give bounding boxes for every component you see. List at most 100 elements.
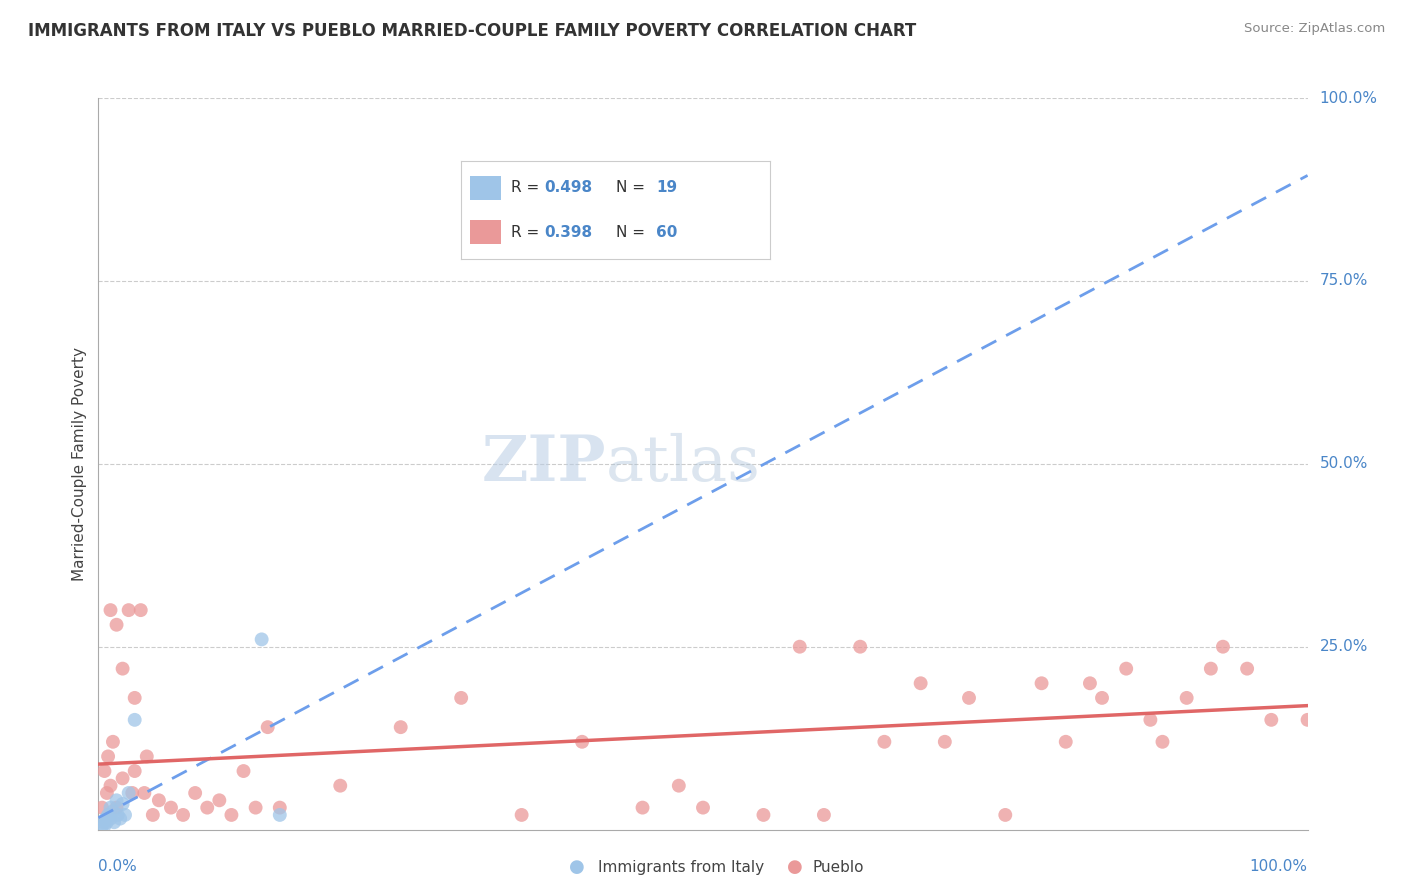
Point: [994, 808, 1017, 822]
Text: 100.0%: 100.0%: [1320, 91, 1378, 105]
Point: [124, 690, 146, 705]
Point: [118, 603, 141, 617]
Point: [450, 690, 472, 705]
Point: [221, 808, 243, 822]
Text: Pueblo: Pueblo: [813, 860, 865, 874]
Point: [1115, 662, 1137, 676]
Text: 25.0%: 25.0%: [1320, 640, 1368, 654]
Point: [510, 808, 533, 822]
Point: [100, 603, 122, 617]
Text: R =: R =: [510, 180, 544, 195]
Point: [1152, 735, 1174, 749]
Point: [752, 808, 775, 822]
Point: [94, 812, 117, 826]
Point: [631, 800, 654, 814]
Point: [118, 786, 141, 800]
Text: 60: 60: [657, 225, 678, 240]
FancyBboxPatch shape: [471, 219, 502, 244]
Text: 0.498: 0.498: [544, 180, 593, 195]
Text: N =: N =: [616, 180, 650, 195]
Point: [93, 819, 115, 833]
Point: [114, 808, 136, 822]
Point: [96, 786, 118, 800]
Text: ZIP: ZIP: [482, 434, 606, 494]
Point: [1199, 662, 1222, 676]
Point: [108, 812, 131, 826]
Text: Source: ZipAtlas.com: Source: ZipAtlas.com: [1244, 22, 1385, 36]
Point: [111, 662, 134, 676]
Point: [97, 749, 120, 764]
Y-axis label: Married-Couple Family Poverty: Married-Couple Family Poverty: [72, 347, 87, 581]
Point: [1212, 640, 1234, 654]
Point: [142, 808, 165, 822]
Point: [91, 815, 114, 830]
Text: 75.0%: 75.0%: [1320, 274, 1368, 288]
Point: [1091, 690, 1114, 705]
Point: [957, 690, 980, 705]
Text: Immigrants from Italy: Immigrants from Italy: [598, 860, 763, 874]
Point: [100, 779, 122, 793]
Point: [910, 676, 932, 690]
Point: [103, 815, 125, 830]
Text: atlas: atlas: [606, 434, 761, 494]
Point: [849, 640, 872, 654]
Point: [245, 800, 267, 814]
Point: [1054, 735, 1077, 749]
Point: [105, 800, 128, 814]
Point: [250, 632, 273, 647]
Point: [105, 617, 128, 632]
Point: [148, 793, 170, 807]
Point: [668, 779, 690, 793]
Text: 0.398: 0.398: [544, 225, 593, 240]
Point: [1031, 676, 1053, 690]
Point: [107, 808, 129, 822]
Point: [91, 819, 114, 833]
Point: [135, 749, 157, 764]
Point: [105, 793, 128, 807]
Text: 100.0%: 100.0%: [1250, 859, 1308, 874]
Point: [389, 720, 412, 734]
Point: [97, 808, 120, 822]
Point: [1260, 713, 1282, 727]
Point: [111, 797, 134, 811]
Point: [124, 713, 146, 727]
Point: [571, 735, 593, 749]
Point: [91, 800, 114, 814]
Point: [184, 786, 207, 800]
Point: [101, 735, 124, 749]
Text: 50.0%: 50.0%: [1320, 457, 1368, 471]
Text: ●: ●: [568, 858, 585, 876]
Point: [692, 800, 714, 814]
Point: [93, 764, 115, 778]
Point: [269, 808, 291, 822]
Point: [1175, 690, 1198, 705]
Point: [1236, 662, 1258, 676]
Point: [111, 772, 134, 786]
Text: 19: 19: [657, 180, 678, 195]
Point: [1296, 713, 1319, 727]
Point: [195, 800, 218, 814]
Point: [96, 815, 118, 830]
Point: [129, 603, 152, 617]
Point: [101, 805, 124, 819]
Point: [172, 808, 194, 822]
Point: [789, 640, 811, 654]
Point: [134, 786, 156, 800]
Point: [934, 735, 956, 749]
Point: [121, 786, 143, 800]
Point: [160, 800, 183, 814]
Point: [124, 764, 146, 778]
Text: IMMIGRANTS FROM ITALY VS PUEBLO MARRIED-COUPLE FAMILY POVERTY CORRELATION CHART: IMMIGRANTS FROM ITALY VS PUEBLO MARRIED-…: [28, 22, 917, 40]
Point: [100, 812, 122, 826]
FancyBboxPatch shape: [471, 176, 502, 200]
Point: [232, 764, 254, 778]
Text: ●: ●: [786, 858, 803, 876]
Text: N =: N =: [616, 225, 650, 240]
Point: [1078, 676, 1101, 690]
Text: R =: R =: [510, 225, 544, 240]
Point: [100, 800, 122, 814]
Point: [208, 793, 231, 807]
Point: [1139, 713, 1161, 727]
Point: [329, 779, 352, 793]
Point: [813, 808, 835, 822]
